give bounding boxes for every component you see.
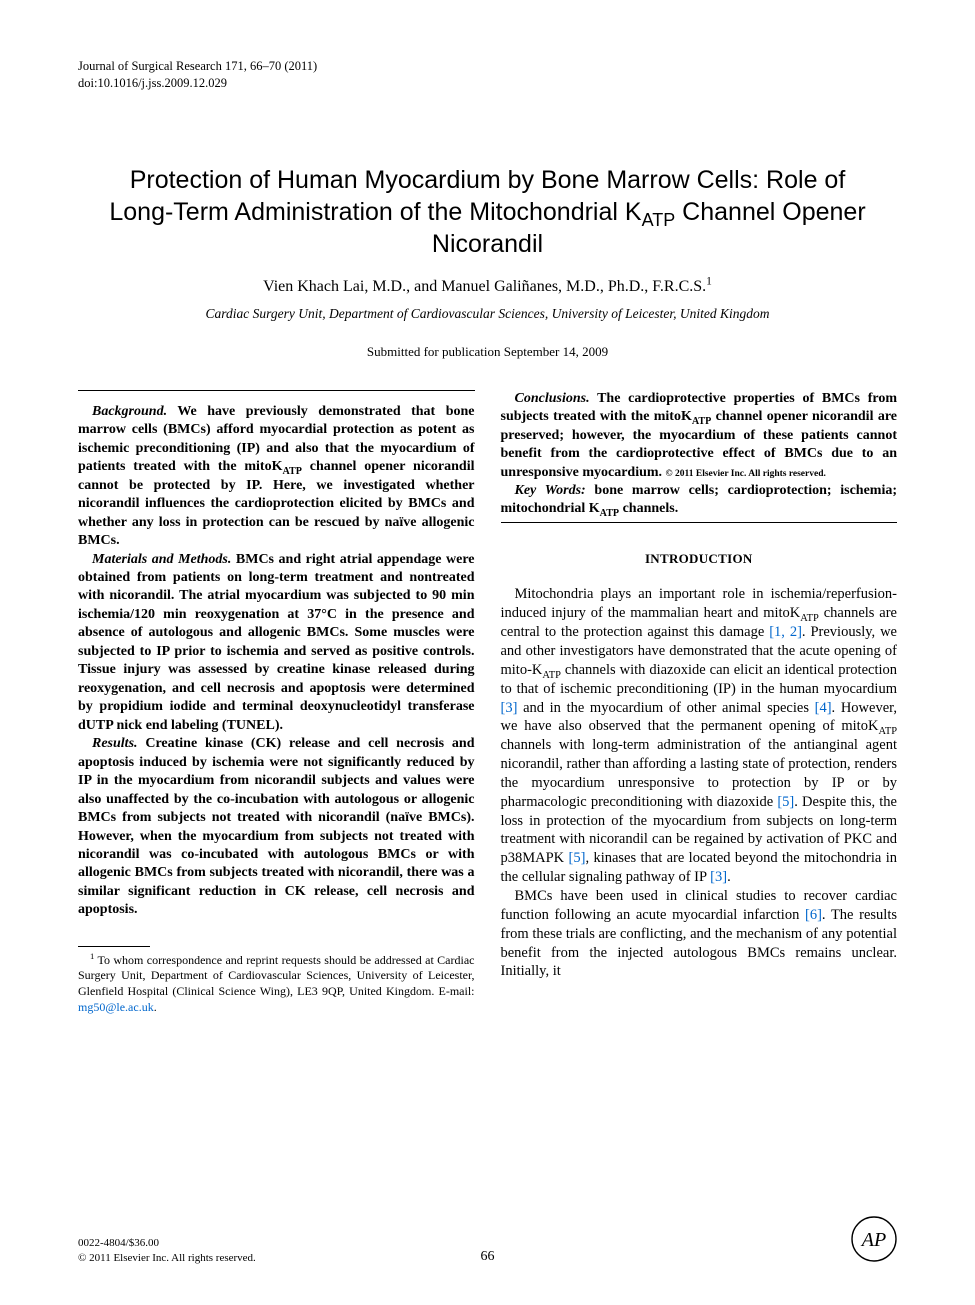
abstract-rule-top (78, 390, 475, 391)
keywords-label: Key Words: (515, 483, 586, 498)
submitted-date: Submitted for publication September 14, … (78, 344, 897, 360)
authors: Vien Khach Lai, M.D., and Manuel Galiñan… (78, 278, 897, 296)
conclusions-label: Conclusions. (515, 391, 590, 406)
intro-paragraph-1: Mitochondria plays an important role in … (501, 585, 898, 887)
page-footer: 0022-4804/$36.00 © 2011 Elsevier Inc. Al… (78, 1216, 897, 1265)
introduction-heading: INTRODUCTION (501, 551, 898, 567)
two-column-region: Background. We have previously demonstra… (78, 390, 897, 1016)
svg-text:AP: AP (860, 1229, 886, 1251)
results-text: Creatine kinase (CK) release and cell ne… (78, 736, 475, 917)
abstract-copyright: © 2011 Elsevier Inc. All rights reserved… (666, 469, 826, 479)
footnote-rule (78, 946, 150, 947)
footnote-text: To whom correspondence and reprint reque… (78, 953, 475, 998)
footnote-email[interactable]: mg50@le.ac.uk (78, 1000, 154, 1014)
background-label: Background. (92, 404, 167, 419)
journal-line: Journal of Surgical Research 171, 66–70 … (78, 58, 897, 75)
footer-copyright: © 2011 Elsevier Inc. All rights reserved… (78, 1251, 256, 1265)
publisher-logo: AP (851, 1216, 897, 1265)
correspondence-footnote: 1 To whom correspondence and reprint req… (78, 953, 475, 1015)
keywords: Key Words: bone marrow cells; cardioprot… (501, 482, 898, 518)
methods-text: BMCs and right atrial appendage were obt… (78, 552, 475, 733)
footnote-suffix: . (154, 1000, 157, 1014)
footnote-marker: 1 (90, 951, 94, 961)
ap-logo-icon: AP (851, 1216, 897, 1262)
abstract-methods: Materials and Methods. BMCs and right at… (78, 551, 475, 736)
results-label: Results. (92, 736, 138, 751)
page-number: 66 (481, 1249, 495, 1265)
right-column: Conclusions. The cardioprotective proper… (501, 390, 898, 1016)
footer-left: 0022-4804/$36.00 © 2011 Elsevier Inc. Al… (78, 1236, 256, 1265)
methods-label: Materials and Methods. (92, 552, 231, 567)
journal-meta: Journal of Surgical Research 171, 66–70 … (78, 58, 897, 92)
intro-paragraph-2: BMCs have been used in clinical studies … (501, 887, 898, 981)
abstract-results: Results. Creatine kinase (CK) release an… (78, 735, 475, 920)
issn-price: 0022-4804/$36.00 (78, 1236, 256, 1250)
affiliation: Cardiac Surgery Unit, Department of Card… (78, 306, 897, 322)
abstract-background: Background. We have previously demonstra… (78, 403, 475, 551)
doi-line: doi:10.1016/j.jss.2009.12.029 (78, 75, 897, 92)
background-text: We have previously demonstrated that bon… (78, 404, 475, 548)
article-title: Protection of Human Myocardium by Bone M… (108, 164, 867, 260)
abstract-conclusions: Conclusions. The cardioprotective proper… (501, 390, 898, 482)
left-column: Background. We have previously demonstra… (78, 390, 475, 1016)
abstract-rule-bottom (501, 522, 898, 523)
